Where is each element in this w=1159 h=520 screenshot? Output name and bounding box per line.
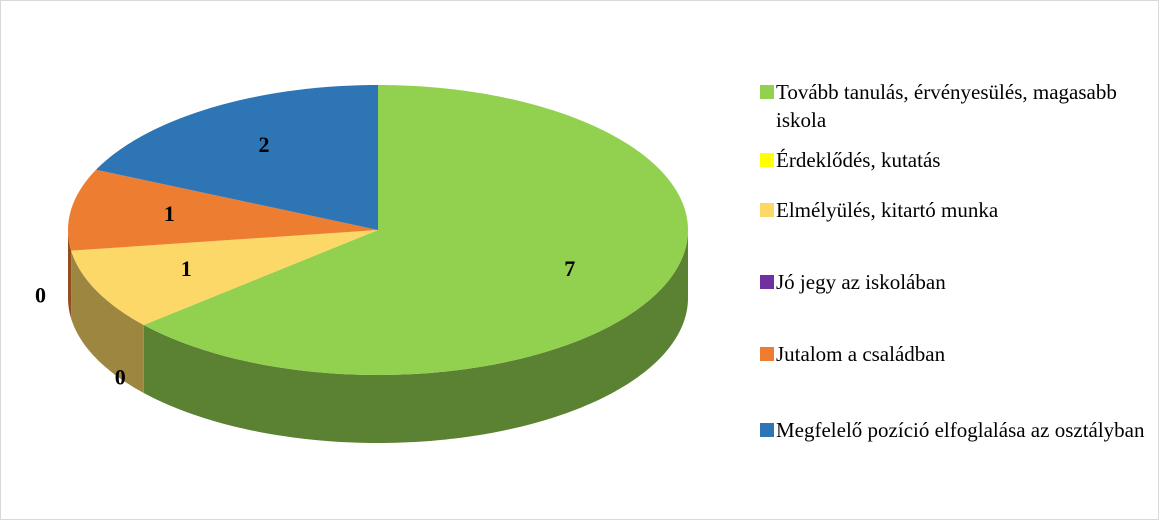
- legend-label: Jutalom a családban: [776, 342, 946, 366]
- legend-swatch: [760, 423, 774, 437]
- legend-swatch: [760, 85, 774, 99]
- legend-item: Megfelelő pozíció elfoglalása az osztály…: [760, 416, 1155, 444]
- pie-slice: [71, 230, 379, 325]
- data-label: 2: [259, 132, 270, 157]
- pie-slice: [143, 85, 688, 375]
- legend-label: Jó jegy az iskolában: [776, 270, 946, 294]
- legend-item: Érdeklődés, kutatás: [760, 146, 1155, 174]
- pie-slice: [96, 85, 378, 230]
- legend-swatch: [760, 347, 774, 361]
- legend-label: Tovább tanulás, érvényesülés, magasabb i…: [776, 80, 1117, 132]
- legend-swatch: [760, 275, 774, 289]
- legend-swatch: [760, 203, 774, 217]
- pie-slice: [68, 169, 379, 251]
- legend-item: Elmélyülés, kitartó munka: [760, 196, 1155, 224]
- data-label: 0: [115, 364, 126, 389]
- pie-side: [68, 230, 72, 319]
- pie-side: [143, 230, 688, 443]
- legend-swatch: [760, 153, 774, 167]
- pie-side: [71, 250, 144, 393]
- data-label: 1: [164, 201, 175, 226]
- legend-label: Megfelelő pozíció elfoglalása az osztály…: [776, 418, 1145, 442]
- legend-label: Érdeklődés, kutatás: [776, 148, 941, 172]
- legend-item: Tovább tanulás, érvényesülés, magasabb i…: [760, 78, 1155, 134]
- legend-item: Jó jegy az iskolában: [760, 268, 1155, 296]
- legend-label: Elmélyülés, kitartó munka: [776, 198, 999, 222]
- legend-item: Jutalom a családban: [760, 340, 1155, 368]
- data-label: 0: [35, 283, 46, 308]
- data-label: 7: [564, 256, 575, 281]
- data-label: 1: [181, 256, 192, 281]
